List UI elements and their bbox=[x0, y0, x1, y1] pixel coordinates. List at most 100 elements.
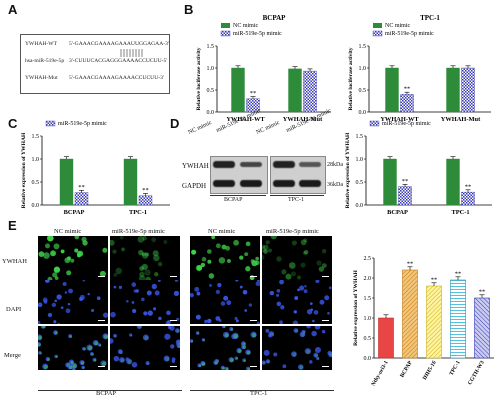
wb-band bbox=[299, 162, 321, 167]
y-tick-label: 1.5 bbox=[359, 44, 367, 50]
x-tick-label: IHH5-16 bbox=[422, 360, 438, 381]
micrograph-ywhah bbox=[190, 236, 260, 280]
y-tick-label: 0.0 bbox=[356, 203, 364, 209]
micro-group-line bbox=[38, 390, 182, 391]
x-tick-label: YWHAH-Mut bbox=[283, 116, 323, 123]
micro-col-label: miR-519e-5p mimic bbox=[112, 228, 165, 235]
bar bbox=[288, 68, 302, 113]
significance-mark: ** bbox=[402, 178, 409, 185]
significance-mark: ** bbox=[78, 184, 85, 191]
y-tick-label: 0.0 bbox=[32, 203, 40, 209]
bar bbox=[138, 195, 153, 206]
micrograph-merge bbox=[262, 326, 332, 370]
micrograph-dapi bbox=[38, 280, 108, 324]
y-tick-label: 0.5 bbox=[207, 88, 215, 94]
wb-group-line bbox=[270, 195, 324, 196]
legend-label-nc: NC mimic bbox=[385, 23, 411, 29]
y-axis-label: Relative expression of YWHAH bbox=[353, 270, 359, 346]
bar bbox=[123, 158, 138, 206]
seq-row-mirna: hsa-miR-519e-5p 3'-CUUUCACGAGGGAAAACCUCUU… bbox=[25, 58, 167, 64]
micrograph-merge bbox=[190, 326, 260, 370]
y-tick-label: 1.0 bbox=[356, 157, 364, 163]
bar bbox=[303, 70, 317, 113]
panel-letter-d: D bbox=[170, 116, 180, 131]
y-axis-label: Relative expression of YWHAH bbox=[21, 132, 27, 208]
significance-mark: ** bbox=[404, 86, 411, 93]
bar bbox=[385, 67, 399, 113]
legend-label-mir: miR-519e-5p mimic bbox=[382, 121, 431, 127]
bar bbox=[59, 158, 74, 206]
y-tick-label: 1.0 bbox=[359, 66, 367, 72]
wb-band bbox=[273, 161, 295, 168]
wb-band bbox=[299, 180, 321, 187]
x-tick-label: BCPAP bbox=[399, 360, 414, 379]
x-tick-label: YWHAH-WT bbox=[226, 116, 265, 123]
x-tick-label: YWHAH-Mut bbox=[441, 116, 481, 123]
micro-group-line bbox=[190, 390, 334, 391]
y-tick-label: 1.0 bbox=[364, 316, 372, 322]
micrograph-dapi bbox=[110, 280, 180, 324]
y-tick-label: 0.0 bbox=[207, 110, 215, 116]
micrograph-ywhah bbox=[38, 236, 108, 280]
wb-band bbox=[273, 180, 295, 187]
micrograph-ywhah bbox=[262, 236, 332, 280]
significance-mark: ** bbox=[455, 270, 462, 277]
x-tick-label: CGTH-W3 bbox=[467, 360, 486, 386]
bar bbox=[446, 67, 460, 113]
chart-relative-expression-e: 0.0 0.5 1.0 1.5 2.0 2.5 Relative expression of… bbox=[353, 256, 494, 387]
significance-mark: ** bbox=[142, 187, 149, 194]
chart-relative-expression-c: 0.0 0.5 1.0 1.5 Relative expression of YWHAH… bbox=[21, 118, 170, 216]
y-tick-label: 0.0 bbox=[364, 356, 372, 362]
wb-band bbox=[213, 161, 235, 168]
micrograph-dapi bbox=[190, 280, 260, 324]
legend-label-mir: miR-519e-5p mimic bbox=[58, 121, 107, 127]
bar bbox=[378, 317, 394, 359]
micro-row-label: Merge bbox=[4, 352, 21, 359]
seq-label: YWHAH-Mut bbox=[25, 75, 58, 81]
bar bbox=[383, 158, 397, 206]
significance-mark: ** bbox=[250, 90, 257, 97]
x-tick-label: YWHAH-WT bbox=[380, 116, 419, 123]
significance-mark: ** bbox=[407, 260, 414, 267]
panel-letter-b: B bbox=[184, 2, 194, 17]
micro-row-label: YWHAH bbox=[2, 258, 27, 265]
panel-letter-c: C bbox=[8, 116, 18, 131]
legend-label-mir: miR-519e-5p mimic bbox=[233, 31, 282, 37]
micrograph-merge bbox=[110, 326, 180, 370]
micro-group-label-tpc1: TPC-1 bbox=[250, 390, 268, 397]
legend-label-nc: NC mimic bbox=[233, 23, 259, 29]
y-tick-label: 0.0 bbox=[359, 110, 367, 116]
panel-letter-e: E bbox=[8, 218, 17, 233]
chart-title: BCPAP bbox=[263, 14, 287, 22]
y-axis-label: Relative luciferase activity bbox=[348, 47, 354, 110]
y-tick-label: 1.5 bbox=[356, 134, 364, 140]
micro-col-label: miR-519e-5p mimic bbox=[266, 228, 319, 235]
panel-letter-a: A bbox=[8, 2, 18, 17]
wb-row-label-ywhah: YWHAH bbox=[182, 162, 209, 170]
y-tick-label: 1.5 bbox=[364, 296, 372, 302]
wb-row-label-gapdh: GAPDH bbox=[182, 182, 207, 190]
chart-bcpap-luciferase: BCPAP 0.0 0.5 1.0 1.5 Relative luciferase act… bbox=[196, 14, 331, 123]
y-tick-label: 1.5 bbox=[207, 44, 215, 50]
bar bbox=[461, 191, 475, 206]
seq-text: 3'-CUUUCACGAGGGAAAACCUCUU-5' bbox=[69, 58, 168, 64]
bar bbox=[400, 94, 414, 113]
x-tick-label: TPC-1 bbox=[129, 209, 147, 216]
sequence-alignment-box: YWHAH-WT 5'-GAAACGAAAAGAAAUUGGAGAA-3' hsa… bbox=[20, 34, 170, 94]
micro-col-label: NC mimic bbox=[208, 228, 236, 235]
micro-group-label-bcpap: BCPAP bbox=[96, 390, 116, 397]
bar bbox=[398, 186, 412, 206]
legend-label-nc: NC mimic bbox=[58, 118, 84, 119]
bar bbox=[446, 158, 460, 206]
wb-group-label-bcpap: BCPAP bbox=[224, 197, 243, 203]
seq-label: hsa-miR-519e-5p bbox=[25, 58, 65, 64]
seq-text: 5'-GAAACGAAAAGAAAUUGGAGAA-3' bbox=[69, 41, 169, 47]
y-tick-label: 0.5 bbox=[32, 180, 40, 186]
wb-band bbox=[240, 162, 262, 167]
chart-title: TPC-1 bbox=[420, 14, 440, 22]
wb-band bbox=[213, 180, 235, 187]
y-tick-label: 2.5 bbox=[364, 256, 372, 262]
seq-label: YWHAH-WT bbox=[25, 41, 57, 47]
significance-mark: ** bbox=[431, 276, 438, 283]
y-tick-label: 1.0 bbox=[207, 66, 215, 72]
